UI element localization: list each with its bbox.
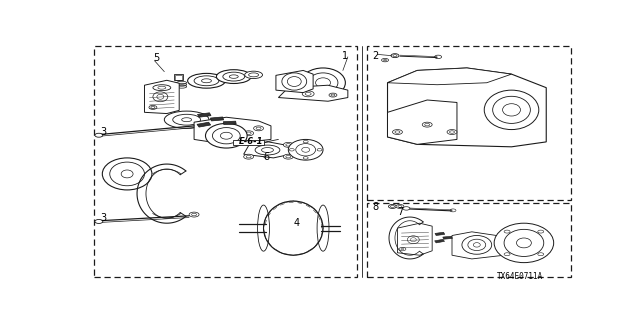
Polygon shape (388, 68, 511, 85)
Text: 3: 3 (100, 213, 106, 223)
Bar (174, 74, 183, 80)
Polygon shape (435, 232, 445, 236)
Circle shape (392, 130, 403, 134)
Text: TX64E0711A: TX64E0711A (497, 272, 543, 281)
Text: 3: 3 (100, 127, 106, 137)
Polygon shape (198, 113, 211, 117)
Text: 2: 2 (372, 51, 379, 61)
Polygon shape (452, 232, 504, 259)
Ellipse shape (216, 70, 251, 84)
Circle shape (244, 131, 253, 136)
Polygon shape (388, 68, 547, 147)
Ellipse shape (264, 201, 323, 255)
Circle shape (244, 154, 253, 159)
Bar (94, 46, 356, 277)
Ellipse shape (381, 58, 388, 62)
Polygon shape (145, 80, 179, 114)
Ellipse shape (391, 54, 399, 58)
Ellipse shape (205, 124, 247, 148)
Polygon shape (197, 122, 211, 127)
Text: 1: 1 (342, 51, 348, 61)
Polygon shape (443, 236, 452, 239)
Text: 5: 5 (154, 53, 159, 63)
Polygon shape (211, 117, 223, 121)
Polygon shape (223, 121, 236, 124)
Ellipse shape (484, 90, 539, 130)
Circle shape (422, 122, 432, 127)
Circle shape (284, 142, 293, 147)
Ellipse shape (403, 207, 410, 210)
Polygon shape (194, 117, 271, 144)
Circle shape (253, 126, 264, 131)
Circle shape (447, 130, 457, 134)
Circle shape (284, 154, 293, 159)
Ellipse shape (288, 140, 323, 160)
Polygon shape (244, 142, 291, 158)
Ellipse shape (95, 220, 103, 223)
FancyBboxPatch shape (233, 140, 264, 145)
Polygon shape (276, 70, 313, 92)
Ellipse shape (244, 71, 262, 79)
Bar (367, 46, 571, 200)
Text: 6: 6 (264, 152, 269, 162)
Ellipse shape (301, 68, 346, 98)
Ellipse shape (188, 73, 225, 88)
Polygon shape (397, 223, 432, 255)
Polygon shape (388, 100, 457, 144)
Text: 8: 8 (372, 202, 379, 212)
Ellipse shape (102, 158, 152, 190)
Ellipse shape (494, 223, 554, 263)
Ellipse shape (164, 111, 209, 128)
Text: 7: 7 (397, 207, 404, 217)
Ellipse shape (95, 133, 103, 137)
Bar (175, 75, 182, 80)
Ellipse shape (189, 212, 199, 217)
Circle shape (224, 130, 234, 134)
Bar (367, 204, 571, 277)
Text: E-6-1: E-6-1 (239, 137, 263, 146)
Ellipse shape (396, 204, 404, 208)
Ellipse shape (388, 204, 396, 208)
Polygon shape (435, 239, 445, 243)
Polygon shape (278, 85, 348, 101)
Text: 4: 4 (293, 218, 300, 228)
